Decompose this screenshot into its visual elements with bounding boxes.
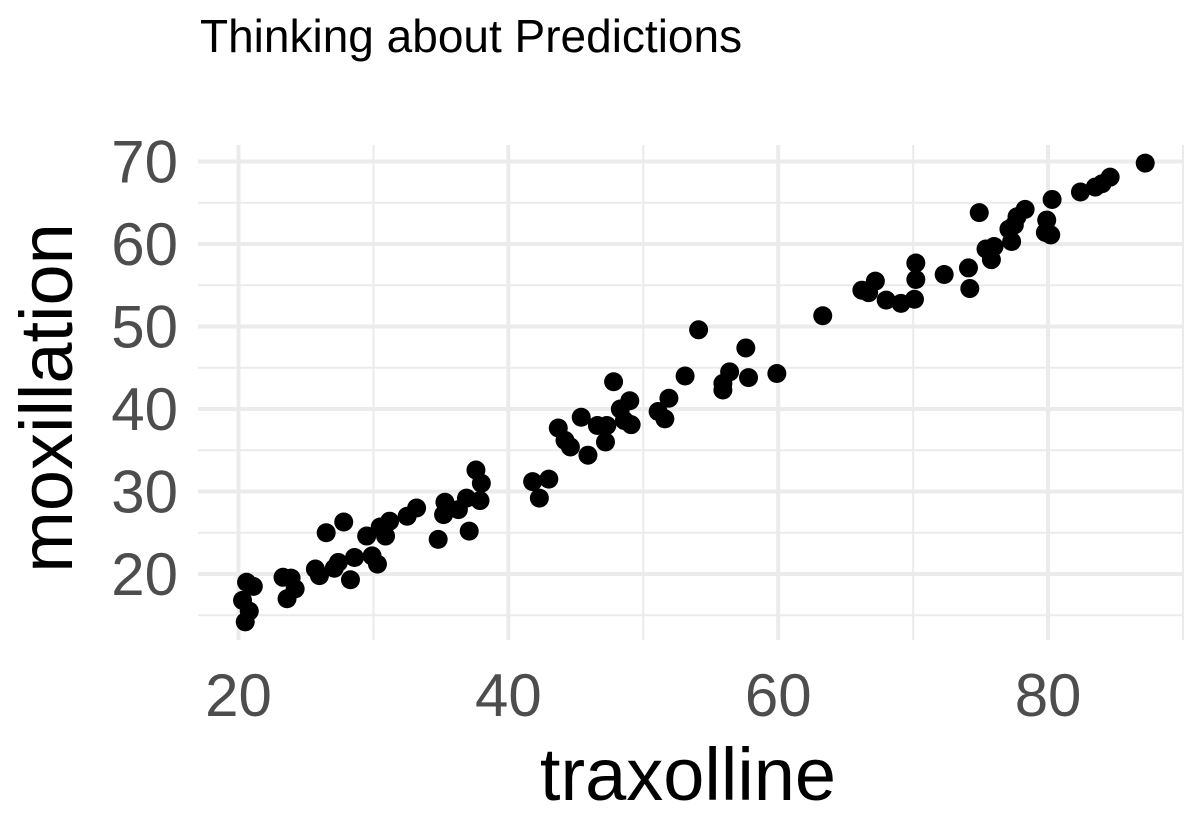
x-axis-ticks: 20 40 60 80 xyxy=(205,662,1081,729)
data-point xyxy=(675,366,695,386)
data-point xyxy=(357,526,377,546)
data-point xyxy=(713,380,733,400)
data-point xyxy=(813,306,833,326)
data-point xyxy=(620,391,640,411)
data-point xyxy=(345,548,365,567)
data-point xyxy=(523,472,543,492)
data-point xyxy=(1041,225,1061,245)
data-point xyxy=(316,523,336,543)
data-point xyxy=(865,271,885,291)
y-tick-label: 30 xyxy=(111,459,178,526)
data-point xyxy=(340,570,360,590)
data-point xyxy=(328,552,348,572)
data-point xyxy=(1015,199,1035,219)
data-point xyxy=(1037,210,1057,230)
data-points xyxy=(233,153,1155,632)
data-point xyxy=(239,601,259,621)
data-point xyxy=(539,469,559,489)
data-point xyxy=(428,529,448,549)
data-point xyxy=(285,579,305,599)
data-point xyxy=(659,388,679,408)
x-axis-title: traxolline xyxy=(540,733,836,813)
data-point xyxy=(1100,167,1120,187)
data-point xyxy=(906,253,926,273)
data-point xyxy=(904,289,924,309)
y-axis-title: moxillation xyxy=(5,223,88,573)
data-point xyxy=(471,473,491,493)
data-point xyxy=(1135,153,1155,173)
data-point xyxy=(334,512,354,532)
data-point xyxy=(984,236,1004,256)
x-tick-label: 40 xyxy=(475,662,542,729)
y-tick-label: 50 xyxy=(111,294,178,361)
data-point xyxy=(906,269,926,289)
data-point xyxy=(309,566,329,586)
data-point xyxy=(960,279,980,299)
data-point xyxy=(689,320,709,340)
data-point xyxy=(380,511,400,531)
x-tick-label: 20 xyxy=(205,662,272,729)
data-point xyxy=(969,203,989,223)
y-tick-label: 60 xyxy=(111,211,178,278)
x-tick-label: 80 xyxy=(1015,662,1082,729)
data-point xyxy=(243,576,263,596)
chart-title: Thinking about Predictions xyxy=(200,10,742,62)
data-point xyxy=(407,498,427,518)
data-point xyxy=(459,521,479,541)
data-point xyxy=(571,407,591,427)
data-point xyxy=(736,338,756,358)
data-point xyxy=(560,437,580,457)
x-tick-label: 60 xyxy=(745,662,812,729)
data-point xyxy=(720,362,740,382)
y-tick-label: 20 xyxy=(111,541,178,608)
data-point xyxy=(739,368,759,388)
data-point xyxy=(597,416,617,435)
data-point xyxy=(655,409,675,429)
data-point xyxy=(376,526,396,546)
data-point xyxy=(367,554,387,574)
data-point xyxy=(604,372,624,392)
data-point xyxy=(621,415,641,435)
y-tick-label: 40 xyxy=(111,376,178,443)
data-point xyxy=(934,265,954,285)
data-point xyxy=(578,445,598,465)
y-tick-label: 70 xyxy=(111,129,178,196)
data-point xyxy=(958,258,978,278)
data-point xyxy=(1070,182,1090,202)
data-point xyxy=(1042,189,1062,209)
data-point xyxy=(767,364,787,384)
data-point xyxy=(529,488,549,508)
data-point xyxy=(1002,232,1022,252)
data-point xyxy=(876,290,896,310)
data-point xyxy=(470,491,490,511)
y-axis-ticks: 20 30 40 50 60 70 xyxy=(111,129,178,609)
data-point xyxy=(595,432,615,452)
